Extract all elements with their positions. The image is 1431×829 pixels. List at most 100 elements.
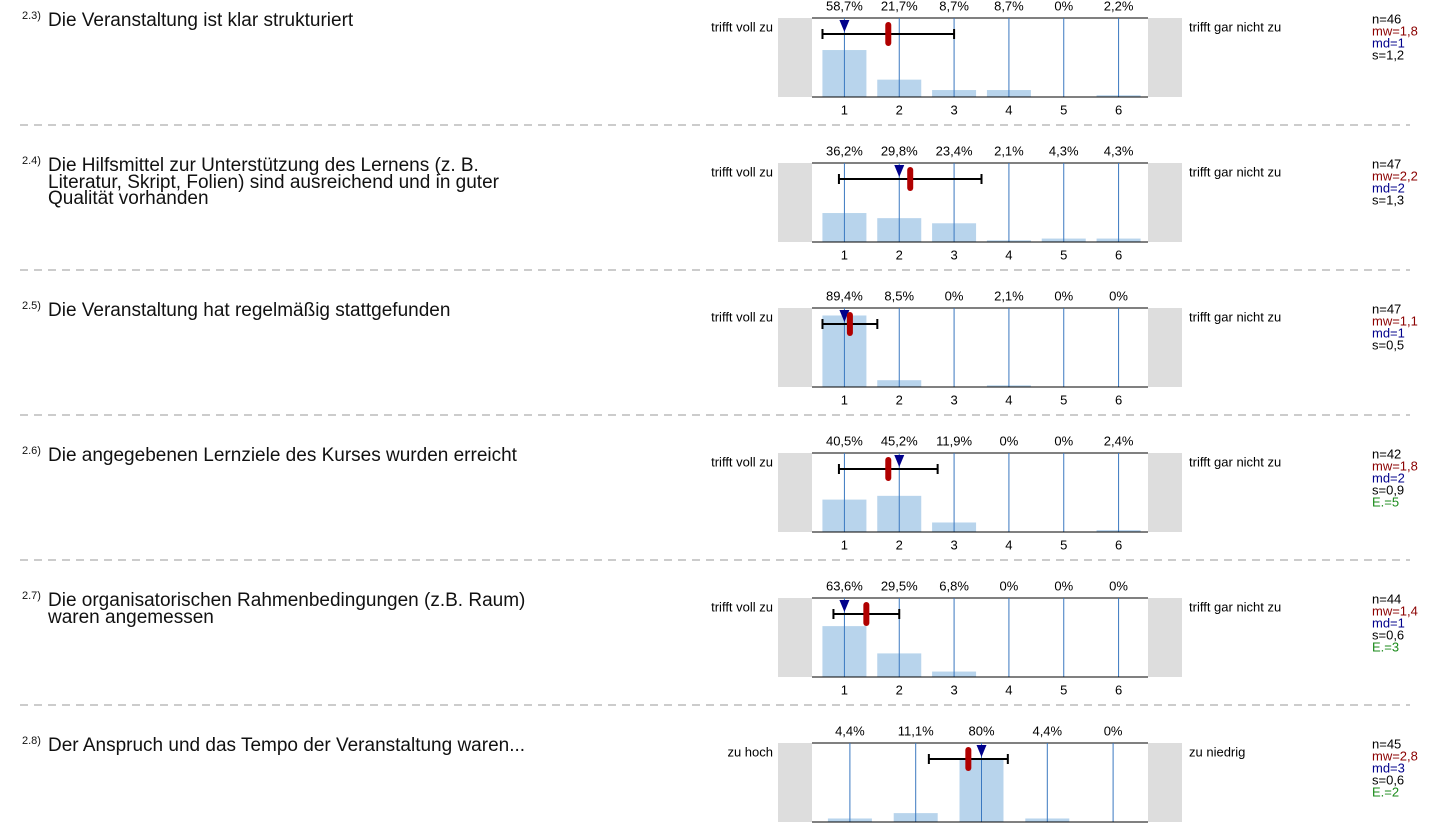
scale-label: 4: [1005, 682, 1012, 697]
stat-n: n=44: [1372, 591, 1401, 606]
question: Die Veranstaltung ist klar strukturiert: [48, 10, 354, 31]
scale-label: 6: [1115, 392, 1122, 407]
percent-label: 11,1%: [898, 723, 934, 738]
percent-label: 0%: [1054, 288, 1073, 303]
scale-label: 2: [896, 102, 903, 117]
scale-end-left: [778, 453, 812, 532]
percent-label: 4,3%: [1104, 143, 1134, 158]
item-number: 2.8): [22, 735, 41, 747]
left-label: trifft voll zu: [711, 599, 773, 614]
percent-label: 36,2%: [826, 143, 863, 158]
stat-n: n=42: [1372, 446, 1401, 461]
stat-sd: s=0,9: [1372, 482, 1404, 497]
stat-mean: mw=1,8: [1372, 458, 1418, 473]
scale-label: 5: [1060, 682, 1067, 697]
stat-median: md=2: [1372, 180, 1405, 195]
stat-median: md=1: [1372, 615, 1405, 630]
stat-n: n=46: [1372, 11, 1401, 26]
percent-label: 58,7%: [826, 0, 863, 13]
item-number: 2.4): [22, 155, 41, 167]
percent-label: 8,7%: [939, 0, 969, 13]
stat-sd: s=1,2: [1372, 47, 1404, 62]
scale-label: 4: [1005, 102, 1012, 117]
percent-label: 0%: [1054, 0, 1073, 13]
question: Die Veranstaltung hat regelmäßig stattge…: [48, 300, 451, 321]
stat-n: n=47: [1372, 301, 1401, 316]
stat-n: n=47: [1372, 156, 1401, 171]
item-number: 2.6): [22, 445, 41, 457]
right-label: trifft gar nicht zu: [1189, 454, 1281, 469]
median-marker: [839, 310, 850, 322]
item-number: 2.3): [22, 10, 41, 22]
median-marker: [839, 20, 850, 32]
mean-marker: [885, 457, 892, 481]
percent-label: 29,8%: [881, 143, 918, 158]
left-label: trifft voll zu: [711, 454, 773, 469]
item-number: 2.5): [22, 300, 41, 312]
percent-label: 2,2%: [1104, 0, 1134, 13]
stat-abstentions: E.=2: [1372, 784, 1399, 799]
scale-label: 1: [841, 682, 848, 697]
percent-label: 11,9%: [936, 433, 972, 448]
scale-end-left: [778, 163, 812, 242]
scale-label: 6: [1115, 247, 1122, 262]
stat-sd: s=0,5: [1372, 337, 1404, 352]
scale-label: 3: [950, 537, 957, 552]
mean-marker: [863, 602, 870, 626]
right-label: trifft gar nicht zu: [1189, 309, 1281, 324]
left-label: zu hoch: [727, 744, 773, 759]
item-number: 2.7): [22, 590, 41, 602]
scale-label: 6: [1115, 682, 1122, 697]
scale-label: 6: [1115, 102, 1122, 117]
median-marker: [894, 455, 905, 467]
percent-label: 0%: [1104, 723, 1123, 738]
percent-label: 8,7%: [994, 0, 1024, 13]
stat-median: md=2: [1372, 470, 1405, 485]
right-label: trifft gar nicht zu: [1189, 19, 1281, 34]
left-label: trifft voll zu: [711, 164, 773, 179]
right-label: trifft gar nicht zu: [1189, 164, 1281, 179]
stat-abstentions: E.=5: [1372, 494, 1399, 509]
scale-end-right: [1148, 453, 1182, 532]
scale-label: 4: [1005, 537, 1012, 552]
percent-label: 4,4%: [1032, 723, 1062, 738]
right-label: trifft gar nicht zu: [1189, 599, 1281, 614]
scale-label: 5: [1060, 537, 1067, 552]
scale-label: 1: [841, 537, 848, 552]
median-marker: [976, 745, 987, 757]
percent-label: 21,7%: [881, 0, 918, 13]
scale-end-left: [778, 598, 812, 677]
scale-label: 5: [1060, 247, 1067, 262]
scale-label: 2: [896, 537, 903, 552]
percent-label: 0%: [1000, 578, 1019, 593]
scale-label: 3: [950, 102, 957, 117]
percent-label: 0%: [1000, 433, 1019, 448]
scale-end-left: [778, 743, 812, 822]
question: Die angegebenen Lernziele des Kurses wur…: [48, 445, 517, 466]
scale-end-right: [1148, 163, 1182, 242]
scale-label: 4: [1005, 392, 1012, 407]
scale-label: 3: [950, 247, 957, 262]
stat-sd: s=1,3: [1372, 192, 1404, 207]
percent-label: 0%: [1054, 578, 1073, 593]
left-label: trifft voll zu: [711, 19, 773, 34]
percent-label: 4,4%: [835, 723, 865, 738]
stat-abstentions: E.=3: [1372, 639, 1399, 654]
median-marker: [894, 165, 905, 177]
stat-median: md=1: [1372, 35, 1405, 50]
stat-sd: s=0,6: [1372, 627, 1404, 642]
stat-mean: mw=2,8: [1372, 748, 1418, 763]
scale-end-right: [1148, 308, 1182, 387]
scale-end-right: [1148, 598, 1182, 677]
percent-label: 4,3%: [1049, 143, 1079, 158]
percent-label: 2,1%: [994, 288, 1024, 303]
scale-end-right: [1148, 743, 1182, 822]
percent-label: 29,5%: [881, 578, 918, 593]
percent-label: 0%: [945, 288, 964, 303]
percent-label: 0%: [1109, 288, 1128, 303]
scale-label: 2: [896, 682, 903, 697]
stat-n: n=45: [1372, 736, 1401, 751]
stat-mean: mw=1,8: [1372, 23, 1418, 38]
